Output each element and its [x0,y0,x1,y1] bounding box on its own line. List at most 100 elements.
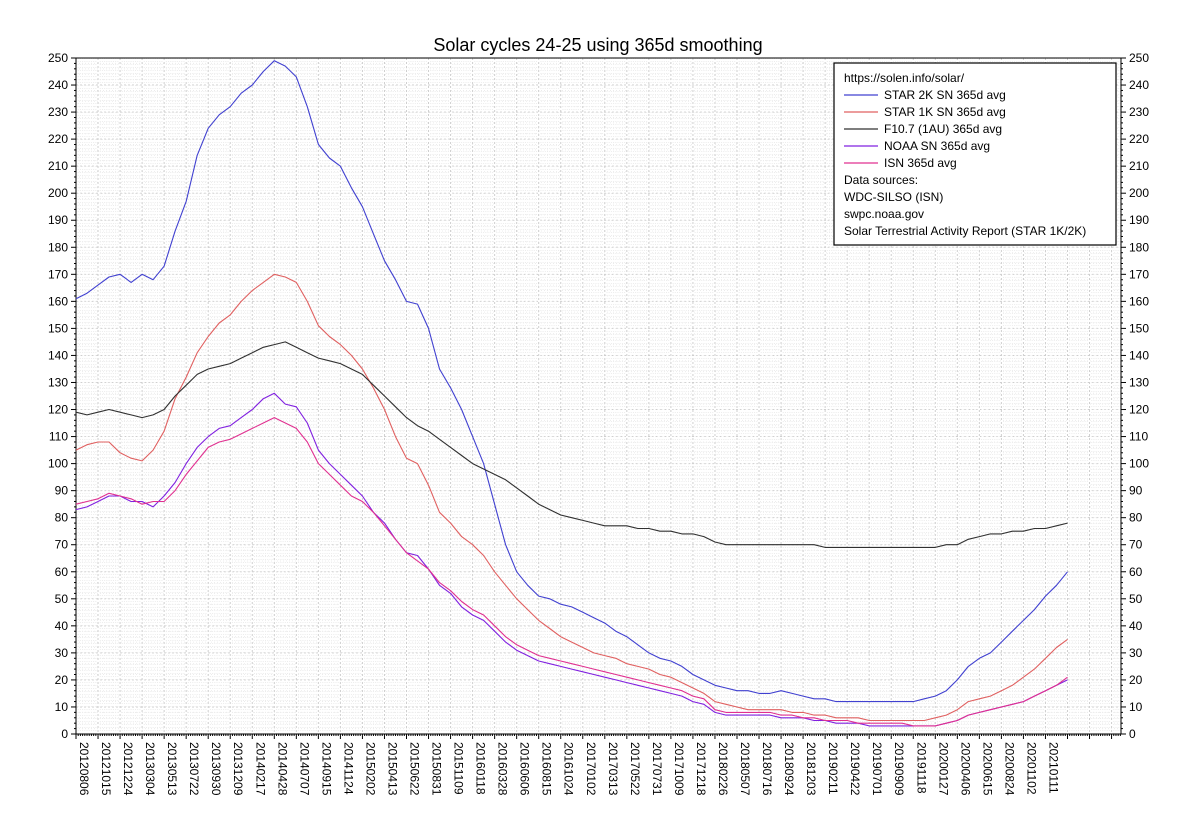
x-tick-label: 20150202 [363,742,377,796]
legend-url: https://solen.info/solar/ [844,71,965,85]
x-tick-label: 20200406 [958,742,972,796]
y-tick-label-right: 240 [1129,78,1149,92]
x-tick-label: 20121224 [121,742,135,796]
y-tick-label-right: 90 [1129,484,1143,498]
series-line-4 [75,392,1068,727]
x-tick-label: 20170522 [628,742,642,796]
x-tick-label: 20170102 [584,742,598,796]
legend-label: ISN 365d avg [884,156,957,170]
x-tick-label: 20150622 [407,742,421,796]
y-tick-label-left: 150 [48,321,68,335]
x-tick-label: 20160606 [518,742,532,796]
y-tick-label-left: 100 [48,457,68,471]
series-line-3 [75,341,1068,548]
x-tick-label: 20160815 [540,742,554,796]
x-tick-label: 20130304 [143,742,157,796]
x-tick-label: 20121015 [99,742,113,796]
legend-source-star: Solar Terrestrial Activity Report (STAR … [844,224,1086,238]
y-tick-label-left: 120 [48,403,68,417]
legend-series: STAR 2K SN 365d avg STAR 1K SN 365d avg F1… [844,88,1006,170]
y-tick-label-left: 140 [48,348,68,362]
axes: 0 0 10 10 20 20 30 30 40 40 50 50 60 60 70 70 80 80 90 90 10… [48,51,1149,796]
x-tick-label: 20190422 [848,742,862,796]
y-tick-label-right: 100 [1129,457,1149,471]
y-tick-label-right: 30 [1129,646,1143,660]
x-tick-label: 20131209 [231,742,245,796]
x-tick-label: 20200127 [936,742,950,796]
y-tick-label-left: 30 [55,646,69,660]
x-tick-label: 20210111 [1046,742,1060,794]
y-tick-label-right: 0 [1129,727,1136,741]
x-tick-label: 20120806 [77,742,91,796]
y-tick-label-left: 180 [48,240,68,254]
x-tick-label: 20190909 [892,742,906,796]
x-tick-label: 20180226 [716,742,730,796]
legend-source-silso: WDC-SILSO (ISN) [844,190,943,204]
y-tick-label-right: 230 [1129,105,1149,119]
legend-box [833,62,1117,246]
x-tick-label: 20200615 [980,742,994,796]
legend-label: F10.7 (1AU) 365d avg [884,122,1002,136]
y-tick-label-right: 220 [1129,132,1149,146]
series-line-1 [75,60,1068,703]
x-tick-label: 20150413 [385,742,399,796]
legend-label: STAR 2K SN 365d avg [884,88,1006,102]
x-tick-label: 20150831 [430,742,444,796]
y-tick-label-left: 70 [55,538,69,552]
y-tick-label-right: 170 [1129,267,1149,281]
legend-sources-label: Data sources: [844,173,918,187]
series-layer [75,60,1068,727]
x-tick-label: 20130513 [165,742,179,796]
y-tick-label-right: 80 [1129,511,1143,525]
y-tick-label-left: 0 [61,727,68,741]
y-tick-label-left: 130 [48,375,68,389]
legend: https://solen.info/solar/ STAR 2K SN 365… [833,62,1117,246]
x-tick-label: 20180924 [782,742,796,796]
x-tick-label: 20160328 [496,742,510,796]
x-tick-label: 20170313 [606,742,620,796]
x-tick-label: 20130722 [187,742,201,796]
y-tick-label-left: 60 [55,565,69,579]
y-tick-label-left: 90 [55,484,69,498]
chart-title: Solar cycles 24-25 using 365d smoothing [433,35,762,55]
y-tick-label-left: 220 [48,132,68,146]
legend-label: STAR 1K SN 365d avg [884,105,1006,119]
y-tick-label-right: 60 [1129,565,1143,579]
x-tick-label: 20180716 [760,742,774,796]
x-tick-label: 20151109 [452,742,466,795]
x-tick-label: 20140707 [297,742,311,796]
y-tick-label-left: 50 [55,592,69,606]
y-tick-label-left: 200 [48,186,68,200]
x-tick-label: 20201102 [1024,742,1038,795]
y-tick-label-right: 250 [1129,51,1149,65]
x-tick-label: 20161024 [562,742,576,796]
y-tick-label-left: 210 [48,159,68,173]
x-tick-label: 20130930 [209,742,223,796]
y-tick-label-left: 160 [48,294,68,308]
y-tick-label-right: 140 [1129,348,1149,362]
legend-source-noaa: swpc.noaa.gov [844,207,924,221]
y-tick-label-right: 110 [1129,430,1148,444]
x-tick-label: 20140915 [319,742,333,796]
y-tick-label-right: 160 [1129,294,1149,308]
y-tick-label-left: 190 [48,213,68,227]
y-tick-label-right: 200 [1129,186,1149,200]
x-tick-label: 20140428 [275,742,289,796]
y-tick-label-right: 120 [1129,403,1149,417]
y-tick-label-right: 20 [1129,673,1143,687]
x-tick-label: 20140217 [253,742,267,796]
y-tick-label-left: 250 [48,51,68,65]
x-tick-label: 20141124 [341,742,355,795]
y-tick-label-left: 10 [55,700,69,714]
x-tick-label: 20200824 [1002,742,1016,796]
x-tick-label: 20170731 [650,742,664,796]
x-tick-label: 20190211 [826,742,840,795]
x-tick-label: 20181203 [804,742,818,796]
series-line-2 [75,273,1068,722]
x-tick-label: 20180507 [738,742,752,796]
y-tick-label-left: 20 [55,673,69,687]
y-tick-label-right: 50 [1129,592,1143,606]
y-tick-label-left: 240 [48,78,68,92]
y-tick-label-right: 150 [1129,321,1149,335]
